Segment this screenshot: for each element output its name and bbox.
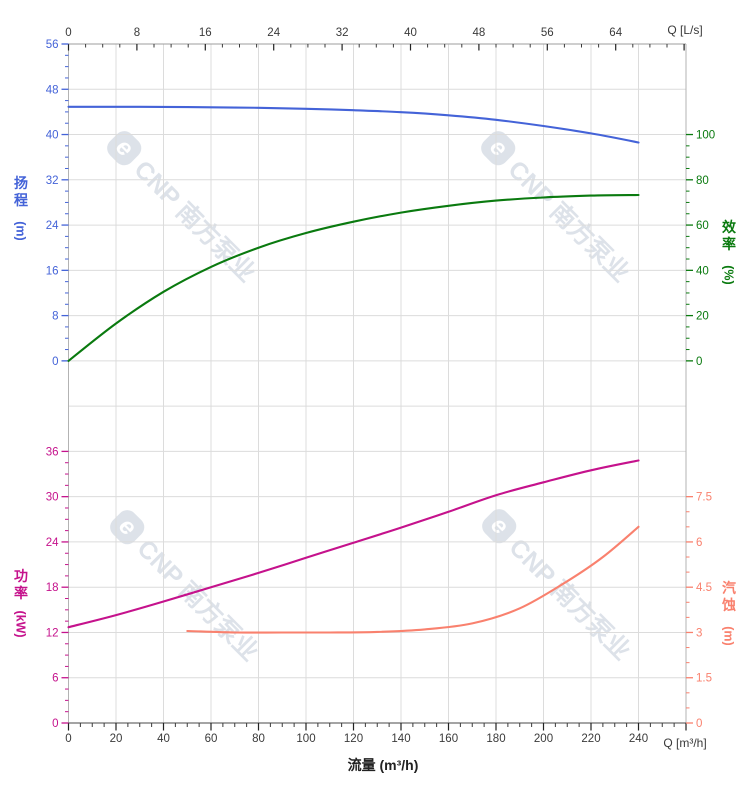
- npsh-axis-title: 汽蚀 (m): [721, 580, 737, 646]
- y-tick-label: 40: [696, 265, 709, 277]
- x-tick-label: 140: [391, 733, 410, 745]
- y-tick-label: 3: [696, 627, 702, 639]
- head-axis-unit: (m): [14, 221, 29, 241]
- x-tick-label: 0: [65, 27, 71, 39]
- y-tick-label: 7.5: [696, 492, 712, 504]
- flow-axis-title: 流量 (m³/h): [347, 757, 419, 773]
- y-tick-label: 100: [696, 130, 715, 142]
- x-tick-label: 180: [486, 733, 505, 745]
- x-tick-label: 120: [344, 733, 363, 745]
- top-x-axis: 0 8 16 24 32 40 48 56 64: [65, 27, 685, 51]
- x-tick-label: 64: [609, 27, 622, 39]
- plot-border: [68, 43, 687, 724]
- efficiency-axis-unit: (%): [722, 265, 737, 285]
- gridlines: [68, 43, 687, 724]
- x-tick-label: 32: [336, 27, 349, 39]
- y-tick-label: 80: [696, 175, 709, 187]
- y-tick-label: 30: [46, 492, 59, 504]
- x-tick-label: 200: [534, 733, 553, 745]
- x-tick-label: 60: [205, 733, 218, 745]
- efficiency-axis-title-text: 效率: [722, 219, 736, 252]
- y-tick-label: 16: [46, 265, 59, 277]
- y-tick-label: 24: [46, 220, 59, 232]
- npsh-curve: [186, 525, 640, 634]
- y-tick-label: 40: [46, 130, 59, 142]
- x-tick-label: 160: [439, 733, 458, 745]
- bottom-x-axis: 0 20 40 60 80 100 120 140 160 180 200 220 240: [65, 723, 687, 745]
- power-npsh-right-axis: 0 1.5 3 4.5 6 7.5: [686, 492, 712, 730]
- efficiency-axis-title: 效率 (%): [721, 219, 737, 285]
- x-tick-label: 80: [252, 733, 265, 745]
- x-tick-label: 8: [134, 27, 140, 39]
- head-curve: [67, 105, 640, 144]
- x-tick-label: 20: [110, 733, 123, 745]
- y-tick-label: 4.5: [696, 582, 712, 594]
- y-tick-label: 8: [52, 311, 58, 323]
- x-tick-label: 40: [157, 733, 170, 745]
- x-tick-label: 40: [404, 27, 417, 39]
- head-axis-title-text: 扬程: [14, 175, 28, 208]
- x-tick-label: 24: [267, 27, 280, 39]
- x-tick-label: 100: [296, 733, 315, 745]
- x-tick-label: 220: [581, 733, 600, 745]
- y-tick-label: 0: [696, 356, 702, 368]
- npsh-axis-unit: (m): [722, 626, 737, 646]
- head-efficiency-right-axis: 0 20 40 60 80 100: [686, 130, 715, 368]
- y-tick-label: 24: [46, 537, 59, 549]
- efficiency-curve: [67, 193, 640, 362]
- power-axis-title: 功率 (kW): [13, 568, 29, 638]
- npsh-axis-title-text: 汽蚀: [722, 580, 736, 613]
- head-axis-title: 扬程 (m): [13, 175, 29, 241]
- power-curve: [67, 459, 640, 629]
- x-tick-label: 56: [541, 27, 554, 39]
- y-tick-label: 0: [52, 356, 58, 368]
- y-tick-label: 36: [46, 446, 59, 458]
- bottom-axis-unit-label: Q [m³/h]: [663, 736, 707, 750]
- x-tick-label: 48: [473, 27, 486, 39]
- y-tick-label: 56: [46, 39, 59, 51]
- y-tick-label: 32: [46, 175, 59, 187]
- y-tick-label: 48: [46, 84, 59, 96]
- y-tick-label: 12: [46, 627, 59, 639]
- y-tick-label: 6: [696, 537, 702, 549]
- y-tick-label: 60: [696, 220, 709, 232]
- x-tick-label: 240: [629, 733, 648, 745]
- x-tick-label: 16: [199, 27, 212, 39]
- y-tick-label: 0: [52, 718, 58, 730]
- power-axis-title-text: 功率: [14, 568, 28, 601]
- y-tick-label: 18: [46, 582, 59, 594]
- y-tick-label: 20: [696, 311, 709, 323]
- y-tick-label: 0: [696, 718, 702, 730]
- power-npsh-left-axis: 0 6 12 18 24 30 36: [46, 446, 69, 730]
- x-tick-label: 0: [65, 733, 71, 745]
- head-efficiency-left-axis: 0 8 16 24 32 40 48 56: [46, 39, 69, 368]
- power-axis-unit: (kW): [14, 610, 29, 638]
- y-tick-label: 6: [52, 673, 58, 685]
- top-axis-unit-label: Q [L/s]: [667, 23, 703, 37]
- y-tick-label: 1.5: [696, 673, 712, 685]
